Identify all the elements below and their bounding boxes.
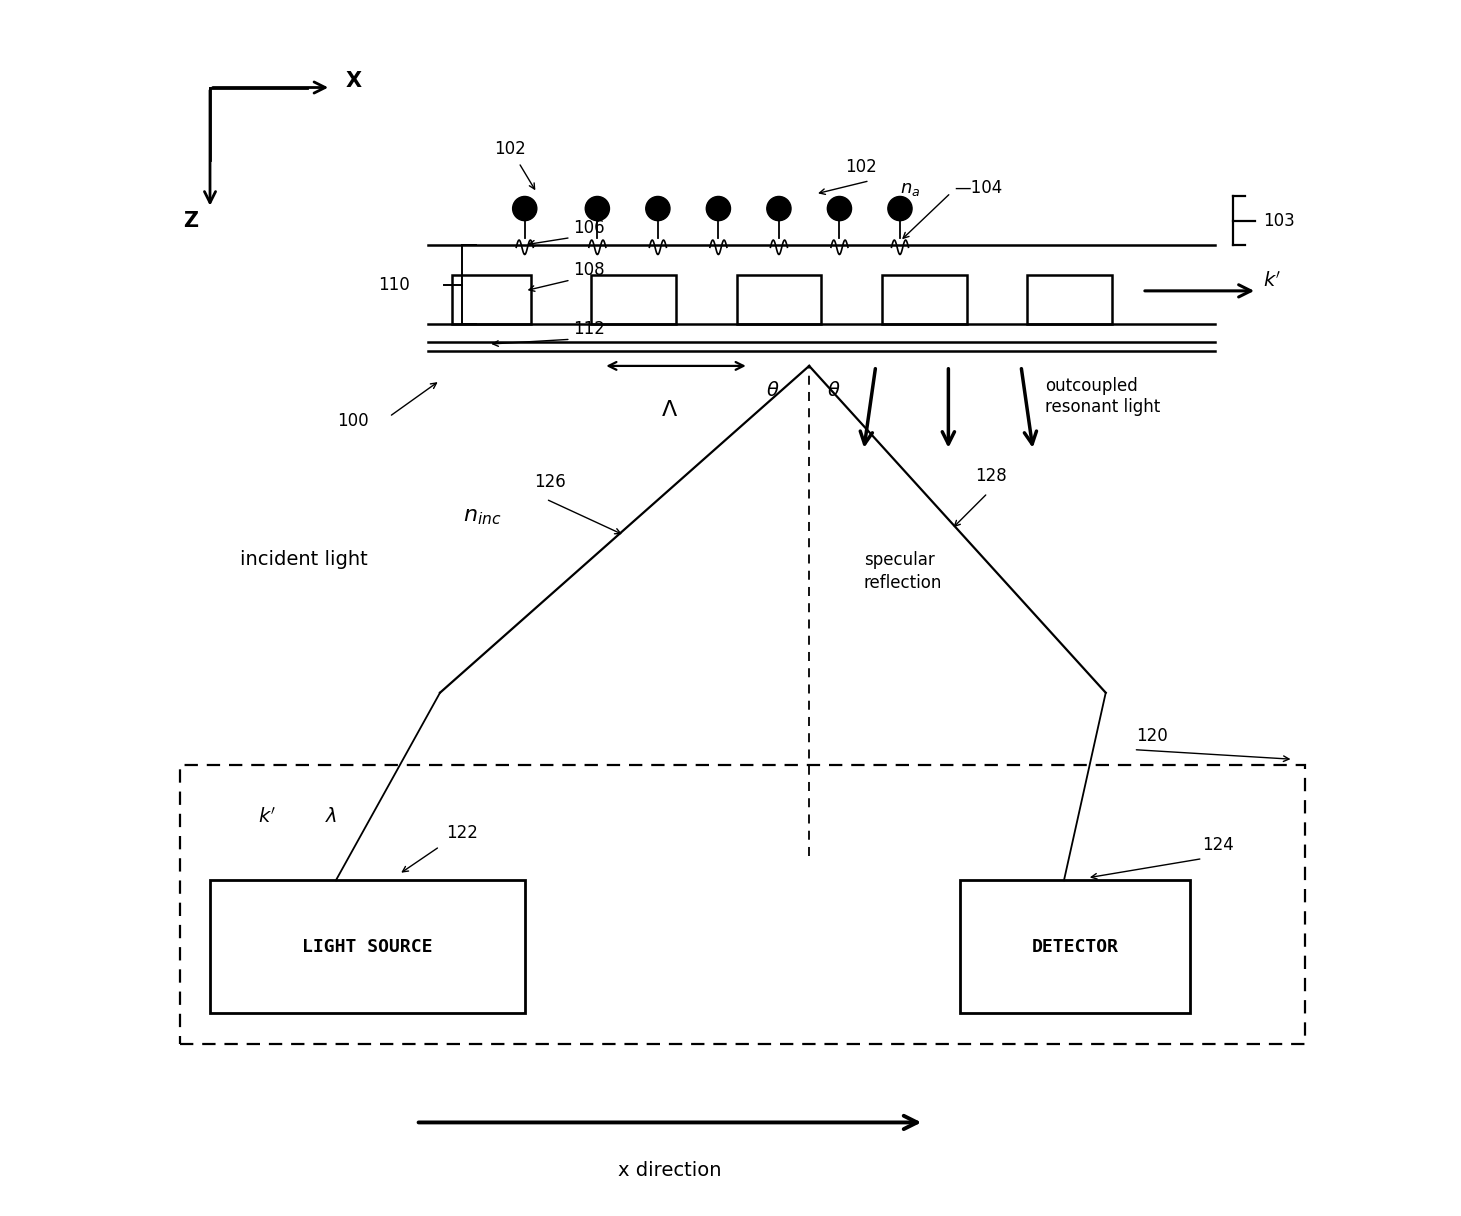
Text: $k'$: $k'$ <box>259 806 276 826</box>
Text: 122: 122 <box>446 824 478 841</box>
Bar <box>1027 275 1112 323</box>
Text: Z: Z <box>184 210 199 231</box>
Text: $n_a$: $n_a$ <box>900 180 920 198</box>
Text: specular
reflection: specular reflection <box>863 551 942 592</box>
Text: 124: 124 <box>1202 837 1235 854</box>
Text: 103: 103 <box>1264 212 1294 230</box>
Circle shape <box>767 197 790 220</box>
Text: LIGHT SOURCE: LIGHT SOURCE <box>302 938 432 956</box>
Text: 106: 106 <box>573 219 605 237</box>
Bar <box>592 275 676 323</box>
Circle shape <box>513 197 536 220</box>
Circle shape <box>888 197 912 220</box>
Bar <box>210 880 524 1013</box>
Text: $n_{inc}$: $n_{inc}$ <box>463 507 501 528</box>
Text: $\Lambda$: $\Lambda$ <box>662 400 678 420</box>
Text: outcoupled
resonant light: outcoupled resonant light <box>1045 377 1160 416</box>
Text: 112: 112 <box>573 321 605 338</box>
Circle shape <box>646 197 671 220</box>
Text: $\theta$: $\theta$ <box>766 381 780 400</box>
Text: 102: 102 <box>494 140 526 158</box>
Text: $\lambda$: $\lambda$ <box>324 807 337 826</box>
Circle shape <box>586 197 609 220</box>
Text: 120: 120 <box>1137 727 1167 745</box>
Text: incident light: incident light <box>240 550 368 569</box>
Circle shape <box>706 197 730 220</box>
Text: 102: 102 <box>846 158 877 176</box>
Text: DETECTOR: DETECTOR <box>1031 938 1119 956</box>
Text: 100: 100 <box>337 412 368 430</box>
Bar <box>882 275 967 323</box>
Text: x direction: x direction <box>618 1161 722 1181</box>
Text: 110: 110 <box>378 276 409 294</box>
Text: $\theta$: $\theta$ <box>827 381 840 400</box>
Text: 126: 126 <box>533 473 565 491</box>
Text: $k'$: $k'$ <box>1264 271 1281 291</box>
Text: X: X <box>346 72 362 91</box>
Text: —104: —104 <box>954 179 1002 197</box>
Text: 128: 128 <box>976 467 1008 485</box>
Text: 108: 108 <box>573 261 605 280</box>
Circle shape <box>827 197 852 220</box>
Bar <box>736 275 821 323</box>
Bar <box>960 880 1191 1013</box>
Bar <box>180 765 1306 1043</box>
Bar <box>451 275 530 323</box>
